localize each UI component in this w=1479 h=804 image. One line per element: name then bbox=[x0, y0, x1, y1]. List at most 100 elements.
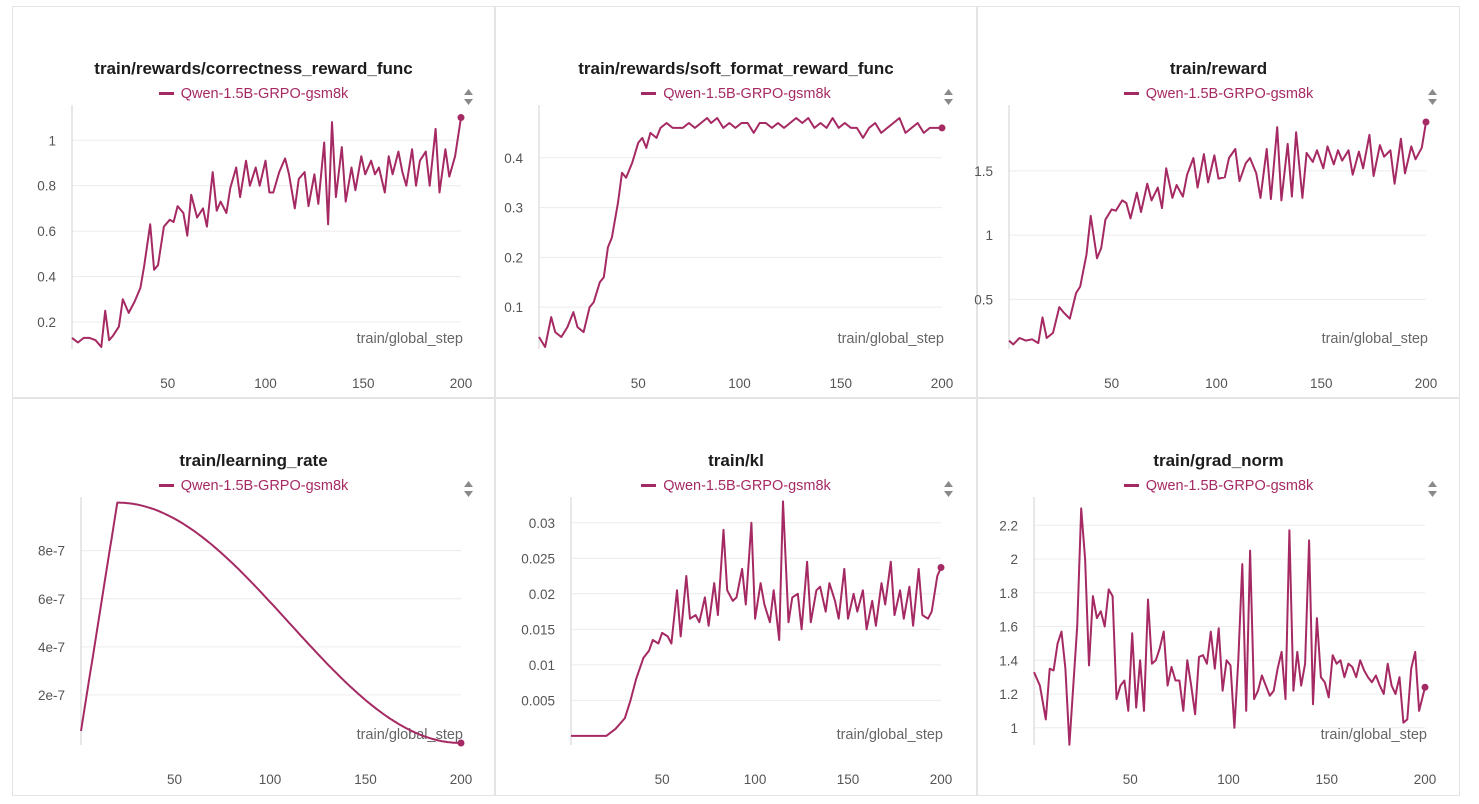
series-endpoint bbox=[1422, 118, 1430, 126]
x-tick-label: 150 bbox=[829, 376, 852, 391]
chart-title: train/kl bbox=[708, 451, 764, 470]
line-plot: 2e-74e-76e-78e-750 100 150 200train/global_… bbox=[38, 497, 473, 787]
chart-legend: Qwen-1.5B-GRPO-gsm8k bbox=[978, 478, 1459, 494]
x-axis-label: train/global_step bbox=[1321, 727, 1427, 743]
x-axis-label: train/global_step bbox=[837, 727, 943, 743]
line-plot: 0.1 0.2 0.3 0.4 50 100 150 200 train/global_step bbox=[504, 105, 954, 391]
series-endpoint bbox=[937, 564, 945, 572]
legend-swatch bbox=[1123, 483, 1139, 487]
x-tick-label: 50 bbox=[655, 772, 670, 787]
y-tick-label: 0.2 bbox=[37, 315, 56, 330]
line-plot: 0.005 0.01 0.015 0.02 0.025 0.03 50 100 150 200 tr… bbox=[521, 497, 953, 787]
chart-panel-train-reward: train/reward Qwen-1.5B-GRPO-gsm8k 0.5 1 1.… bbox=[974, 6, 1460, 398]
y-tick-label: 0.03 bbox=[529, 516, 555, 531]
sort-handle-icon[interactable] bbox=[463, 88, 474, 106]
sort-handle-icon[interactable] bbox=[1427, 88, 1438, 106]
y-tick-label: 0.4 bbox=[37, 270, 56, 285]
x-tick-label: 100 bbox=[744, 772, 767, 787]
y-tick-label: 0.1 bbox=[504, 300, 523, 315]
line-plot: 0.5 1 1.5 50 100 150 200 train/global_step bbox=[974, 105, 1438, 391]
legend-swatch bbox=[158, 483, 174, 487]
legend-swatch bbox=[641, 483, 657, 487]
chart-panel-learning-rate: train/learning_rate Qwen-1.5B-GRPO-gsm8k… bbox=[12, 398, 495, 796]
x-tick-label: 200 bbox=[450, 772, 473, 787]
y-tick-label: 1.4 bbox=[999, 653, 1018, 668]
chart-panel-kl: train/kl Qwen-1.5B-GRPO-gsm8k 0.005 0.01 0… bbox=[495, 398, 977, 796]
y-tick-label: 2e-7 bbox=[38, 688, 65, 703]
series-endpoint bbox=[938, 124, 946, 132]
y-tick-label: 1.5 bbox=[974, 164, 993, 179]
x-tick-label: 50 bbox=[1123, 772, 1138, 787]
x-axis-label: train/global_step bbox=[357, 331, 463, 347]
series-endpoint bbox=[457, 739, 465, 747]
legend-label: Qwen-1.5B-GRPO-gsm8k bbox=[180, 86, 349, 102]
sort-handle-icon[interactable] bbox=[1427, 480, 1438, 498]
legend-label: Qwen-1.5B-GRPO-gsm8k bbox=[1145, 86, 1314, 102]
series-line bbox=[71, 117, 462, 348]
y-tick-label: 0.5 bbox=[974, 292, 993, 307]
chart-legend: Qwen-1.5B-GRPO-gsm8k bbox=[496, 86, 976, 102]
y-tick-label: 0.6 bbox=[37, 224, 56, 239]
x-tick-label: 200 bbox=[931, 376, 954, 391]
y-tick-label: 4e-7 bbox=[38, 640, 65, 655]
x-tick-label: 150 bbox=[1315, 772, 1338, 787]
y-tick-label: 0.005 bbox=[521, 693, 555, 708]
y-tick-label: 0.4 bbox=[504, 151, 523, 166]
sort-handle-icon[interactable] bbox=[463, 480, 474, 498]
chart-title: train/grad_norm bbox=[1153, 451, 1284, 470]
chart-panel-grad-norm: train/grad_norm Qwen-1.5B-GRPO-gsm8k 1 1.… bbox=[977, 398, 1460, 796]
x-tick-label: 200 bbox=[450, 376, 473, 391]
x-tick-label: 100 bbox=[259, 772, 282, 787]
legend-label: Qwen-1.5B-GRPO-gsm8k bbox=[180, 478, 349, 494]
x-tick-label: 200 bbox=[1414, 772, 1437, 787]
legend-swatch bbox=[641, 91, 657, 95]
sort-handle-icon[interactable] bbox=[943, 480, 954, 498]
x-axis-label: train/global_step bbox=[1322, 331, 1428, 347]
line-plot: 1 1.2 1.4 1.6 1.8 2 2.2 50 100 150 200 train/global… bbox=[999, 497, 1437, 787]
legend-swatch bbox=[158, 91, 174, 95]
y-tick-label: 1 bbox=[985, 228, 993, 243]
x-tick-label: 50 bbox=[167, 772, 182, 787]
x-tick-label: 50 bbox=[160, 376, 175, 391]
chart-panel-soft-format-reward: train/rewards/soft_format_reward_func Qw… bbox=[495, 6, 977, 398]
chart-legend: Qwen-1.5B-GRPO-gsm8k bbox=[13, 86, 494, 102]
x-tick-label: 150 bbox=[354, 772, 377, 787]
series-line bbox=[538, 117, 942, 348]
x-tick-label: 200 bbox=[1415, 376, 1438, 391]
legend-label: Qwen-1.5B-GRPO-gsm8k bbox=[1145, 478, 1314, 494]
series-line bbox=[1033, 507, 1426, 746]
y-tick-label: 0.8 bbox=[37, 179, 56, 194]
y-tick-label: 2.2 bbox=[999, 518, 1018, 533]
series-line bbox=[571, 500, 942, 737]
x-tick-label: 150 bbox=[1310, 376, 1333, 391]
y-tick-label: 1 bbox=[48, 133, 56, 148]
x-tick-label: 200 bbox=[930, 772, 953, 787]
sort-handle-icon[interactable] bbox=[943, 88, 954, 106]
x-tick-label: 100 bbox=[254, 376, 277, 391]
y-tick-label: 1.8 bbox=[999, 586, 1018, 601]
x-tick-label: 50 bbox=[631, 376, 646, 391]
y-tick-label: 6e-7 bbox=[38, 592, 65, 607]
y-tick-label: 1.6 bbox=[999, 620, 1018, 635]
series-line bbox=[1008, 121, 1427, 346]
y-tick-label: 1 bbox=[1010, 721, 1018, 736]
y-tick-label: 0.025 bbox=[521, 551, 555, 566]
y-tick-label: 0.015 bbox=[521, 622, 555, 637]
series-endpoint bbox=[457, 114, 465, 122]
chart-title: train/learning_rate bbox=[179, 451, 328, 470]
y-tick-label: 0.02 bbox=[529, 587, 555, 602]
legend-swatch bbox=[1123, 91, 1139, 95]
x-tick-label: 100 bbox=[1217, 772, 1240, 787]
series-line bbox=[80, 501, 461, 744]
chart-title: train/rewards/correctness_reward_func bbox=[94, 59, 413, 78]
chart-title: train/rewards/soft_format_reward_func bbox=[578, 59, 894, 78]
legend-label: Qwen-1.5B-GRPO-gsm8k bbox=[663, 86, 831, 102]
series-endpoint bbox=[1421, 683, 1429, 691]
y-tick-label: 0.3 bbox=[504, 201, 523, 216]
x-axis-label: train/global_step bbox=[838, 331, 944, 347]
chart-legend: Qwen-1.5B-GRPO-gsm8k bbox=[978, 86, 1459, 102]
y-tick-label: 0.2 bbox=[504, 250, 523, 265]
chart-legend: Qwen-1.5B-GRPO-gsm8k bbox=[13, 478, 494, 494]
legend-label: Qwen-1.5B-GRPO-gsm8k bbox=[663, 478, 831, 494]
